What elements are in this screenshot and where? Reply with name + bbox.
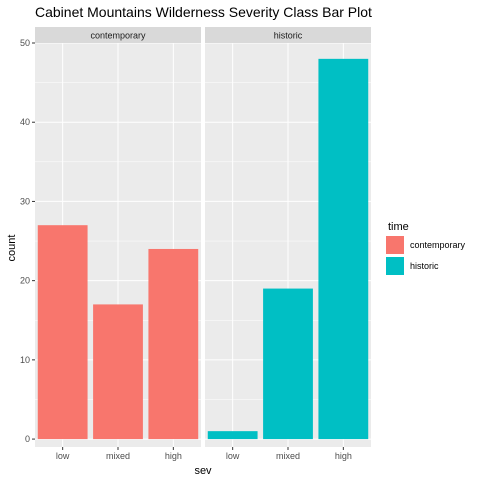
x-tick-label: high xyxy=(335,451,352,461)
legend-title: time xyxy=(388,221,409,233)
y-tick-label: 40 xyxy=(20,117,30,127)
x-tick-label: mixed xyxy=(276,451,300,461)
y-tick-label: 20 xyxy=(20,276,30,286)
y-tick-label: 50 xyxy=(20,38,30,48)
facet-strip xyxy=(205,27,371,43)
legend-entries: contemporary historic xyxy=(386,236,466,275)
facet-panel-historic: historic xyxy=(205,27,371,447)
bar-historic-high xyxy=(318,58,369,440)
x-tick-label: low xyxy=(56,451,70,461)
x-axis: low mixed high low mixed high xyxy=(56,447,352,461)
bar-contemporary-mixed xyxy=(93,304,143,440)
bar-historic-low xyxy=(207,431,258,440)
legend-label-contemporary: contemporary xyxy=(410,240,466,250)
y-axis: 0 10 20 30 40 50 xyxy=(20,38,35,444)
x-tick-label: low xyxy=(226,451,240,461)
facet-strip-label: contemporary xyxy=(90,31,146,41)
y-tick-label: 0 xyxy=(25,434,30,444)
x-tick-label: mixed xyxy=(106,451,130,461)
legend-key-historic xyxy=(386,257,404,275)
bar-contemporary-high xyxy=(148,248,199,440)
x-axis-title: sev xyxy=(194,465,212,477)
chart-title: Cabinet Mountains Wilderness Severity Cl… xyxy=(35,4,372,20)
facet-strip xyxy=(35,27,201,43)
y-axis-title: count xyxy=(6,235,18,262)
legend-key-contemporary xyxy=(386,236,404,254)
bar-contemporary-low xyxy=(37,225,88,440)
legend: time contemporary historic xyxy=(386,221,466,275)
bar-historic-mixed xyxy=(263,288,313,440)
legend-label-historic: historic xyxy=(410,261,439,271)
facet-strip-label: historic xyxy=(274,31,303,41)
facet-panels: contemporary historic xyxy=(35,27,371,447)
x-tick-label: high xyxy=(165,451,182,461)
facet-panel-contemporary: contemporary xyxy=(35,27,201,447)
y-tick-label: 30 xyxy=(20,196,30,206)
y-tick-label: 10 xyxy=(20,355,30,365)
